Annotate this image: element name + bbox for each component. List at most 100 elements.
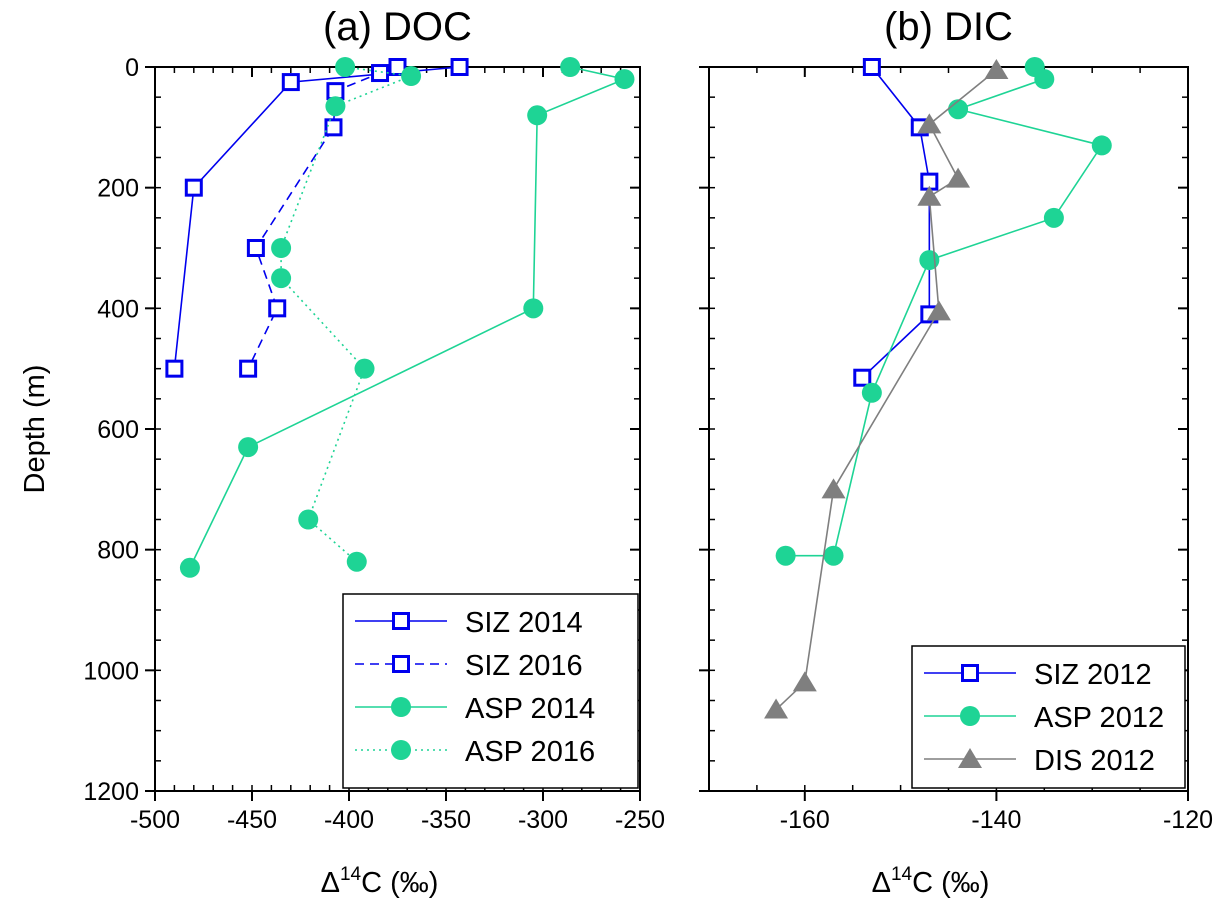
plot-frame [708,66,1189,792]
legend: SIZ 2014 SIZ 2016 ASP 2014 ASP 2016 [342,593,639,789]
data-point [165,359,184,378]
legend-marker [961,664,979,682]
legend-item: DIS 2012 [924,745,1155,777]
legend-label: ASP 2012 [1034,702,1164,734]
y-tick-label: 0 [125,54,139,82]
y-tick-label: 800 [97,537,139,565]
y-tick-label: 200 [97,175,139,203]
data-point [614,69,635,90]
series-asp-2012 [775,57,1112,566]
series-siz-2016 [239,58,407,378]
y-tick-label: 1000 [83,657,139,685]
data-point [853,368,872,387]
legend: SIZ 2012 ASP 2012 DIS 2012 [911,645,1186,789]
x-tick-label: -250 [615,806,665,834]
data-point [861,382,882,403]
chart-title: (b) DIC [884,5,1013,49]
legend-label: ASP 2014 [465,693,595,725]
data-point [917,113,942,134]
legend-marker [392,655,410,673]
series-line [280,66,415,563]
data-point [1043,207,1064,228]
data-point [823,545,844,566]
series-asp-2016 [271,57,422,572]
data-point [184,178,203,197]
data-point [246,239,265,257]
data-point [388,58,407,76]
x-axis-label: Δ14C (‰) [321,864,439,899]
data-point [948,99,969,120]
data-point [1034,69,1055,90]
x-tick-label: -350 [421,806,471,834]
series-line [189,66,628,569]
legend-marker [391,740,411,760]
chart-title: (a) DOC [323,5,472,49]
legend-item: SIZ 2014 [355,607,583,639]
data-point [179,557,200,578]
legend-item: ASP 2014 [355,693,595,725]
data-point [919,250,940,271]
panel-dic: (b) DIC -160 -140 -120 Δ14C (‰) SIZ 2012 ASP 2… [699,5,1213,899]
series-asp-2014 [179,57,635,578]
legend-item: SIZ 2016 [355,650,583,682]
data-point [917,185,942,206]
data-point [271,268,292,289]
data-point [1091,135,1112,156]
legend-item: ASP 2012 [924,702,1164,734]
data-point [527,105,548,126]
legend-label: SIZ 2016 [465,650,583,682]
data-point [271,238,292,258]
legend-label: DIS 2012 [1034,745,1155,777]
legend-label: SIZ 2012 [1034,659,1152,691]
data-point [792,671,817,692]
legend-marker [960,706,980,726]
data-point [862,58,881,76]
series-line [861,66,931,379]
data-point [281,73,300,92]
legend-marker [958,748,982,768]
legend-marker [391,697,411,717]
series-line [173,66,460,369]
legend-label: ASP 2016 [465,736,595,768]
data-point [298,509,319,530]
data-point [371,64,390,83]
data-point [775,545,796,566]
x-tick-label: -120 [1163,806,1213,834]
data-point [450,58,469,76]
data-point [354,358,375,379]
y-tick-label: 400 [97,295,139,323]
data-point [324,118,343,137]
y-tick-label: 600 [97,416,139,444]
x-tick-label: -300 [518,806,568,834]
legend-marker [392,612,410,630]
x-tick-label: -160 [780,806,830,834]
x-tick-label: -500 [130,806,180,834]
panel-doc: (a) DOC -500 -450 -400 -350 -300 -250 0 200 400 60… [19,5,665,899]
data-point [335,57,356,77]
data-point [764,698,789,719]
data-point [239,359,258,378]
data-point [268,299,287,318]
x-tick-label: -140 [971,806,1021,834]
legend-item: ASP 2016 [355,736,595,768]
data-point [946,167,971,188]
y-tick-label: 1200 [83,778,139,806]
y-axis-label: Depth (m) [19,365,51,494]
x-tick-label: -450 [227,806,277,834]
series-siz-2014 [165,58,469,378]
data-point [926,300,951,321]
legend-box [911,645,1186,789]
data-point [238,437,259,458]
series-dis-2012 [764,59,1009,719]
series-line [775,69,997,711]
legend-item: SIZ 2012 [924,659,1152,691]
x-tick-label: -400 [324,806,374,834]
data-point [346,551,367,572]
data-point [821,478,846,499]
legend-label: SIZ 2014 [465,607,583,639]
data-point [325,96,346,117]
data-point [401,66,422,87]
data-point [560,57,581,77]
data-point [984,59,1009,80]
